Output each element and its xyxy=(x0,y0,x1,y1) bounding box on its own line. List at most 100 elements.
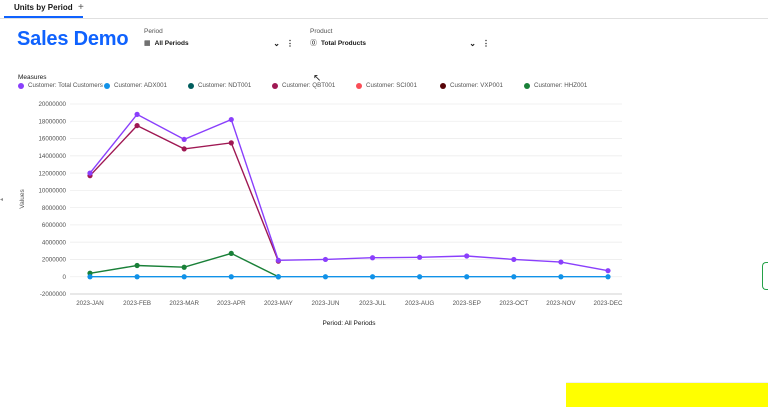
product-filter-label: Product xyxy=(310,28,333,35)
add-tab-button[interactable]: + xyxy=(78,2,84,13)
data-point xyxy=(134,262,140,269)
legend-dot-icon xyxy=(188,82,194,89)
y-tick-label: 6000000 xyxy=(42,222,67,229)
x-tick-label: 2023-AUG xyxy=(405,300,434,307)
product-filter-value[interactable]: Total Products xyxy=(321,40,367,47)
legend-label: Customer: SCI001 xyxy=(366,82,417,89)
data-point xyxy=(558,274,564,280)
legend-label: Customer: Total Customers xyxy=(28,82,103,89)
data-point xyxy=(417,254,423,260)
measures-title: Measures xyxy=(18,74,47,81)
legend-item[interactable]: Customer: QBT001 xyxy=(272,82,335,89)
series-line xyxy=(89,113,609,272)
calendar-grid-icon: ▦ xyxy=(144,40,151,47)
legend-label: Customer: NDT001 xyxy=(198,82,252,89)
legend-item[interactable]: Customer: NDT001 xyxy=(188,82,251,89)
data-point xyxy=(511,256,517,263)
y-tick-label: 16000000 xyxy=(38,136,66,143)
period-filter-label: Period xyxy=(144,28,163,35)
overflow-menu-icon[interactable]: ⋮ xyxy=(286,39,294,48)
period-filter-value[interactable]: All Periods xyxy=(154,40,189,47)
overflow-menu-icon[interactable]: ⋮ xyxy=(482,39,490,48)
page-title: Sales Demo xyxy=(17,28,129,50)
left-edge-handle[interactable]: ◂ xyxy=(0,197,4,203)
x-tick-label: 2023-APR xyxy=(217,300,246,307)
legend-dot-icon xyxy=(356,82,362,89)
y-tick-label: 2000000 xyxy=(42,257,67,264)
chevron-down-icon[interactable]: ⌄ xyxy=(273,39,280,48)
y-tick-label: 8000000 xyxy=(42,205,67,212)
data-point xyxy=(511,274,517,280)
y-tick-label: 4000000 xyxy=(42,239,67,246)
y-tick-label: 20000000 xyxy=(38,101,66,108)
x-tick-label: 2023-DEC xyxy=(594,300,623,307)
legend-item[interactable]: Customer: ADX001 xyxy=(104,82,167,89)
x-tick-label: 2023-SEP xyxy=(453,300,481,307)
line-chart: 2000000018000000160000001400000012000000… xyxy=(19,101,623,327)
period-filter[interactable]: Period ▦ All Periods ⌄ ⋮ xyxy=(144,28,294,50)
highlight-banner xyxy=(566,382,768,407)
data-point xyxy=(275,257,281,263)
chevron-down-icon[interactable]: ⌄ xyxy=(469,39,476,48)
data-point xyxy=(322,256,329,263)
data-point xyxy=(228,274,234,280)
mouse-cursor-icon: ↖ xyxy=(313,73,322,84)
data-point xyxy=(228,116,234,123)
data-point xyxy=(181,146,187,152)
data-point xyxy=(322,274,329,280)
y-tick-label: 12000000 xyxy=(38,170,66,177)
x-tick-label: 2023-JAN xyxy=(76,300,104,307)
x-tick-label: 2023-MAR xyxy=(169,300,199,307)
data-point xyxy=(181,264,187,270)
x-tick-label: 2023-JUN xyxy=(312,300,340,307)
x-axis-title: Period: All Periods xyxy=(322,320,376,327)
data-point xyxy=(134,111,140,117)
x-tick-label: 2023-JUL xyxy=(359,300,386,307)
y-tick-label: 0 xyxy=(63,274,67,281)
data-point xyxy=(181,136,187,143)
legend-label: Customer: ADX001 xyxy=(114,82,167,89)
data-point xyxy=(228,250,234,257)
data-point xyxy=(134,274,140,280)
data-point xyxy=(87,170,93,176)
data-point xyxy=(134,122,140,129)
legend-label: Customer: VXP001 xyxy=(450,82,503,89)
data-point xyxy=(181,274,187,280)
legend-item[interactable]: Customer: HHZ001 xyxy=(524,82,587,89)
legend-dot-icon xyxy=(18,82,24,89)
legend-dot-icon xyxy=(104,82,110,89)
right-panel-tab[interactable] xyxy=(762,262,768,290)
data-point xyxy=(275,274,281,280)
legend-dot-icon xyxy=(272,82,278,89)
legend-item[interactable]: Customer: VXP001 xyxy=(440,82,503,89)
data-point xyxy=(369,274,376,280)
legend-item[interactable]: Customer: SCI001 xyxy=(356,82,417,89)
legend-dot-icon xyxy=(440,82,446,89)
data-point xyxy=(558,259,564,265)
data-point xyxy=(605,274,611,280)
tab-units-by-period[interactable]: Units by Period xyxy=(4,0,83,18)
y-tick-label: 14000000 xyxy=(38,153,66,160)
legend-dot-icon xyxy=(524,82,530,89)
x-tick-label: 2023-OCT xyxy=(499,300,528,307)
x-tick-label: 2023-NOV xyxy=(546,300,576,307)
series-line xyxy=(89,124,280,262)
data-point xyxy=(87,274,93,280)
data-point xyxy=(369,255,376,261)
tab-bar: Units by Period + xyxy=(0,0,768,19)
data-point xyxy=(417,274,423,280)
product-badge-icon: ⓪ xyxy=(310,40,317,47)
data-point xyxy=(228,140,234,146)
data-point xyxy=(464,274,470,280)
y-tick-label: 10000000 xyxy=(38,188,66,195)
data-point xyxy=(464,253,470,259)
legend-label: Customer: QBT001 xyxy=(282,82,336,89)
legend-item[interactable]: Customer: Total Customers xyxy=(18,82,103,89)
x-tick-label: 2023-FEB xyxy=(123,300,151,307)
product-filter[interactable]: Product ⓪ Total Products ⌄ ⋮ xyxy=(310,28,490,50)
x-tick-label: 2023-MAY xyxy=(264,300,293,307)
y-tick-label: -2000000 xyxy=(40,291,67,298)
data-point xyxy=(605,268,611,274)
legend-label: Customer: HHZ001 xyxy=(534,82,588,89)
y-tick-label: 18000000 xyxy=(38,118,66,125)
